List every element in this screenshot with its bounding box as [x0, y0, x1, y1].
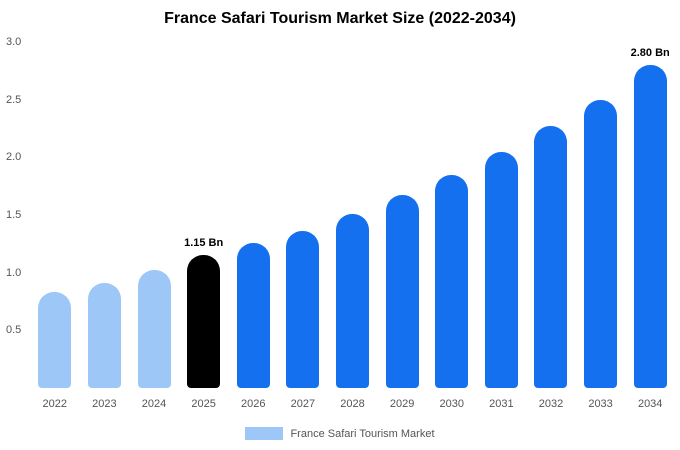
bar-2030 [435, 174, 469, 388]
bar-value-label-2025: 1.15 Bn [184, 237, 224, 250]
x-axis-tick-2025: 2025 [191, 398, 216, 410]
x-axis-tick-2027: 2027 [290, 398, 316, 410]
x-axis-tick-2026: 2026 [241, 398, 266, 410]
bar-2022 [38, 292, 72, 388]
x-axis-tick-2022: 2022 [42, 398, 68, 410]
x-axis-tick-2034: 2034 [637, 398, 663, 410]
bar-2034 [633, 65, 667, 388]
y-axis-tick-3.0: 3.0 [6, 36, 22, 48]
bar-value-label-2034: 2.80 Bn [630, 47, 670, 60]
bar-2024 [137, 270, 171, 388]
bar-2031 [484, 151, 518, 388]
bar-2027 [286, 231, 320, 388]
legend: France Safari Tourism Market [0, 427, 680, 440]
bar-2025 [187, 255, 221, 388]
chart-title: France Safari Tourism Market Size (2022-… [164, 10, 516, 27]
y-axis-tick-2.5: 2.5 [6, 93, 22, 106]
bar-2029 [385, 195, 419, 388]
x-axis-tick-2028: 2028 [340, 398, 365, 410]
x-axis-tick-2023: 2023 [92, 398, 117, 410]
x-axis-tick-2033: 2033 [588, 398, 613, 410]
x-axis-tick-2029: 2029 [389, 398, 415, 410]
y-axis-tick-0.5: 0.5 [6, 324, 22, 337]
bar-2028 [336, 213, 369, 388]
x-axis-tick-2030: 2030 [439, 398, 464, 410]
x-axis-tick-2031: 2031 [489, 398, 514, 410]
y-axis-tick-1.5: 1.5 [6, 209, 22, 221]
x-axis-tick-2024: 2024 [141, 398, 167, 410]
legend-label: France Safari Tourism Market [290, 427, 435, 440]
bar-2026 [236, 242, 270, 388]
legend-swatch [245, 427, 284, 440]
bar-2023 [87, 283, 121, 388]
bar-2033 [584, 99, 618, 388]
y-axis-tick-2.0: 2.0 [6, 151, 22, 164]
bar-2032 [534, 126, 568, 388]
y-axis-tick-1.0: 1.0 [6, 266, 22, 279]
x-axis-tick-2032: 2032 [538, 398, 564, 410]
